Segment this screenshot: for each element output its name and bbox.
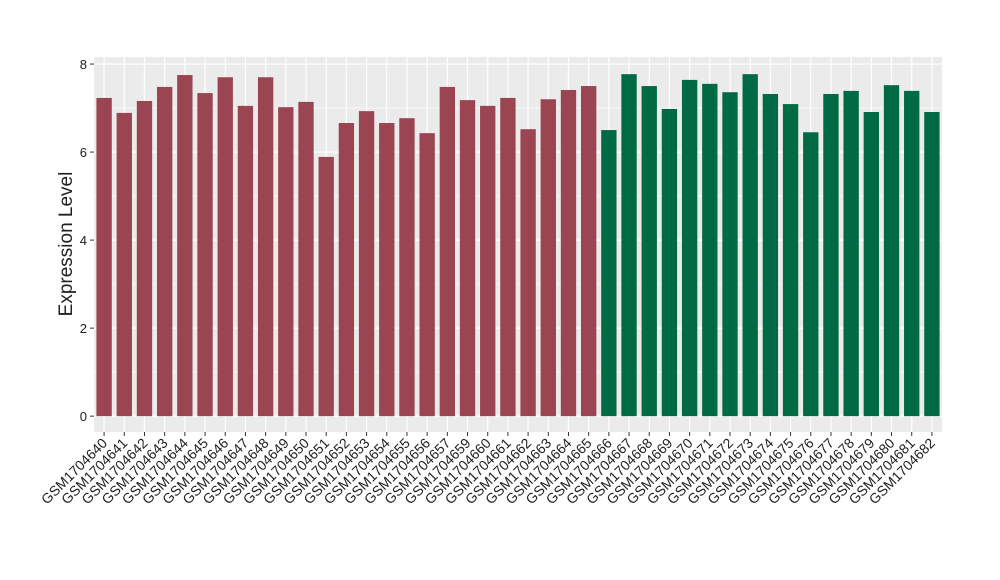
bar <box>237 105 254 417</box>
bar <box>580 86 597 417</box>
bar <box>681 79 698 417</box>
bar <box>661 108 678 417</box>
bar <box>762 93 779 417</box>
y-tick-label: 0 <box>80 409 87 424</box>
bar <box>379 123 395 417</box>
bar <box>338 123 355 417</box>
bar <box>621 74 637 417</box>
y-axis-label: Expression Level <box>56 172 77 317</box>
bar <box>500 97 516 417</box>
bar <box>520 129 536 417</box>
y-tick-label: 6 <box>80 145 87 160</box>
bar <box>924 112 940 417</box>
bar <box>459 100 476 417</box>
bar <box>156 86 173 417</box>
bar <box>540 99 556 417</box>
bar <box>601 130 617 417</box>
bar <box>843 90 859 417</box>
bar <box>722 92 738 417</box>
bar <box>641 86 657 417</box>
bar <box>96 97 112 417</box>
bar <box>419 133 435 417</box>
bar <box>116 112 132 417</box>
bar <box>278 107 294 417</box>
y-tick-label: 2 <box>80 321 87 336</box>
bar <box>480 105 496 417</box>
bar <box>904 90 920 417</box>
panel <box>94 57 942 432</box>
bar <box>177 75 193 417</box>
bar <box>782 104 799 417</box>
bar <box>702 83 718 417</box>
bar <box>318 156 334 417</box>
bar <box>439 86 456 417</box>
bar <box>197 93 213 417</box>
y-tick-label: 8 <box>80 57 87 72</box>
y-tick-label: 4 <box>80 233 87 248</box>
bar <box>863 112 880 417</box>
bar <box>560 90 577 417</box>
bar <box>883 85 900 417</box>
bar <box>742 74 758 417</box>
bar <box>399 118 415 417</box>
bar <box>136 101 153 417</box>
bar <box>358 111 375 417</box>
bar <box>217 77 233 417</box>
bar <box>257 77 274 417</box>
bar <box>823 93 839 417</box>
bar <box>803 132 819 417</box>
bar <box>298 101 314 417</box>
